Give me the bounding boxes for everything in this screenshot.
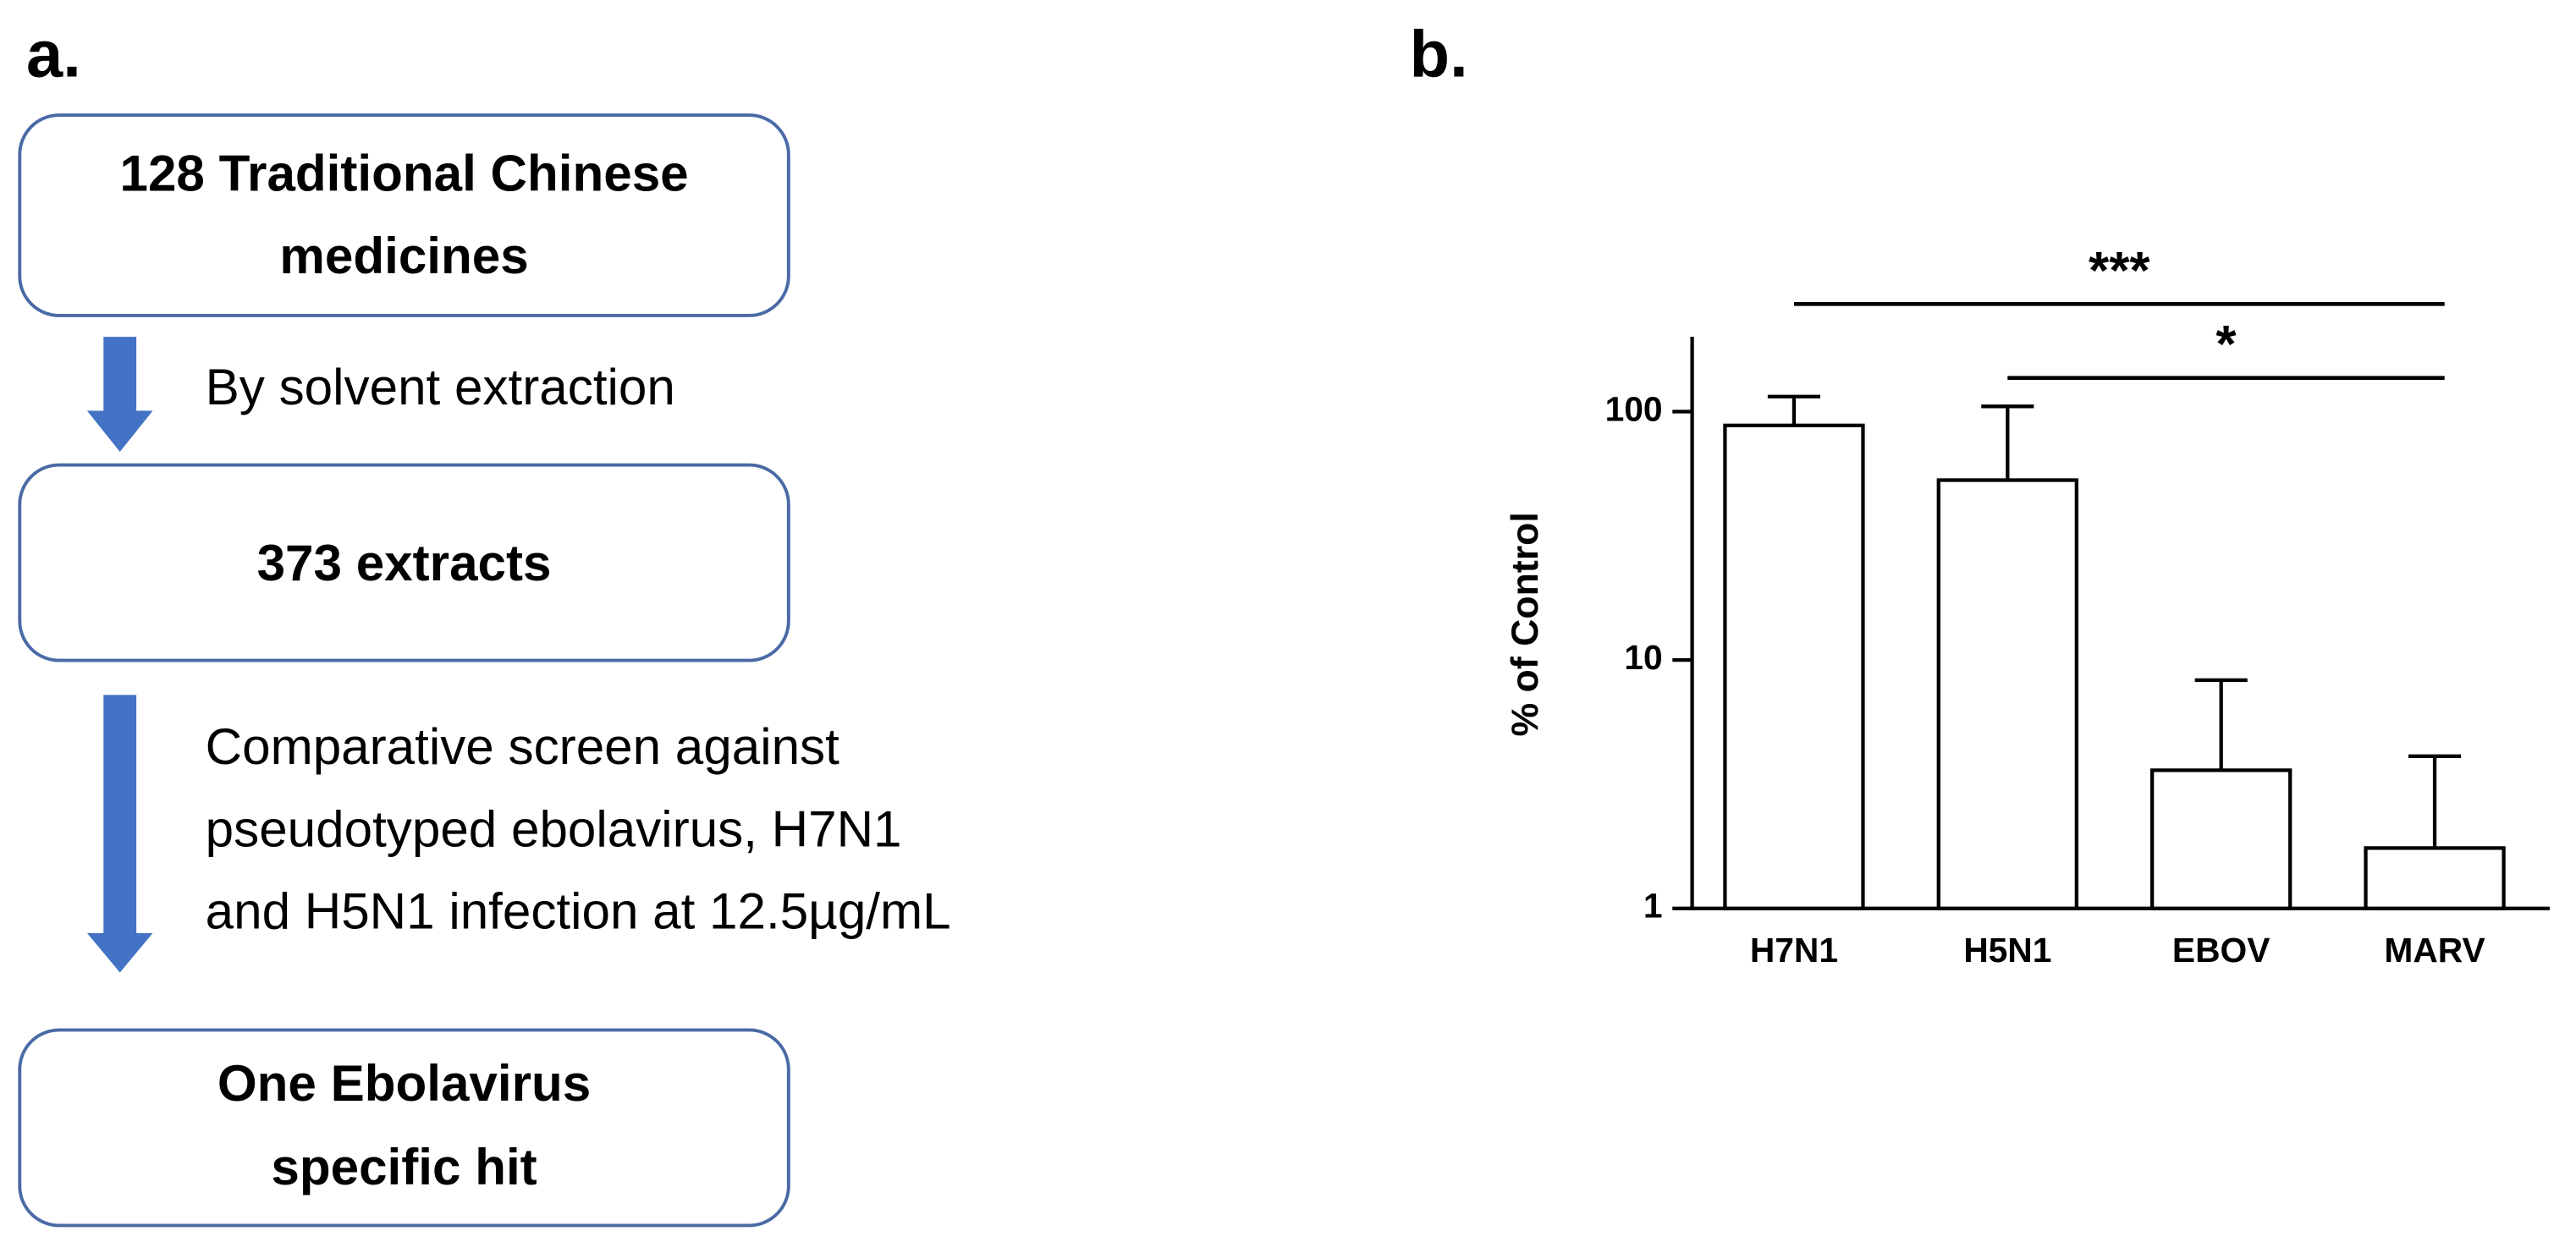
box-text: specific hit (271, 1139, 537, 1195)
x-tick-label: H7N1 (1750, 931, 1838, 970)
x-tick-label: MARV (2384, 931, 2485, 970)
box-text: medicines (279, 228, 528, 284)
y-tick-label: 100 (1605, 389, 1663, 428)
step-text: By solvent extraction (206, 359, 675, 415)
y-tick-label: 10 (1624, 638, 1662, 677)
flow-box (18, 463, 790, 662)
flow-arrow (86, 337, 153, 453)
bar (2364, 846, 2506, 910)
step-text: Comparative screen against (206, 718, 839, 775)
x-tick-label: H5N1 (1963, 931, 2051, 970)
flow-arrow (86, 695, 153, 973)
significance-label: *** (2089, 242, 2150, 300)
panel-label: b. (1410, 19, 1468, 91)
panel-label: a. (26, 19, 81, 91)
box-text: 128 Traditional Chinese (119, 146, 688, 202)
step-text: pseudotyped ebolavirus, H7N1 (206, 800, 902, 857)
box-text: 373 extracts (257, 535, 552, 591)
bar (1936, 478, 2078, 910)
bar (2150, 768, 2293, 910)
flow-box (18, 113, 790, 317)
bar (1723, 423, 1865, 910)
y-axis-label: % of Control (1505, 512, 1546, 736)
significance-label: * (2215, 316, 2237, 374)
y-tick-label: 1 (1643, 886, 1663, 925)
flow-box (18, 1028, 790, 1228)
x-tick-label: EBOV (2172, 931, 2270, 970)
box-text: One Ebolavirus (217, 1055, 591, 1112)
step-text: and H5N1 infection at 12.5µg/mL (206, 882, 951, 939)
